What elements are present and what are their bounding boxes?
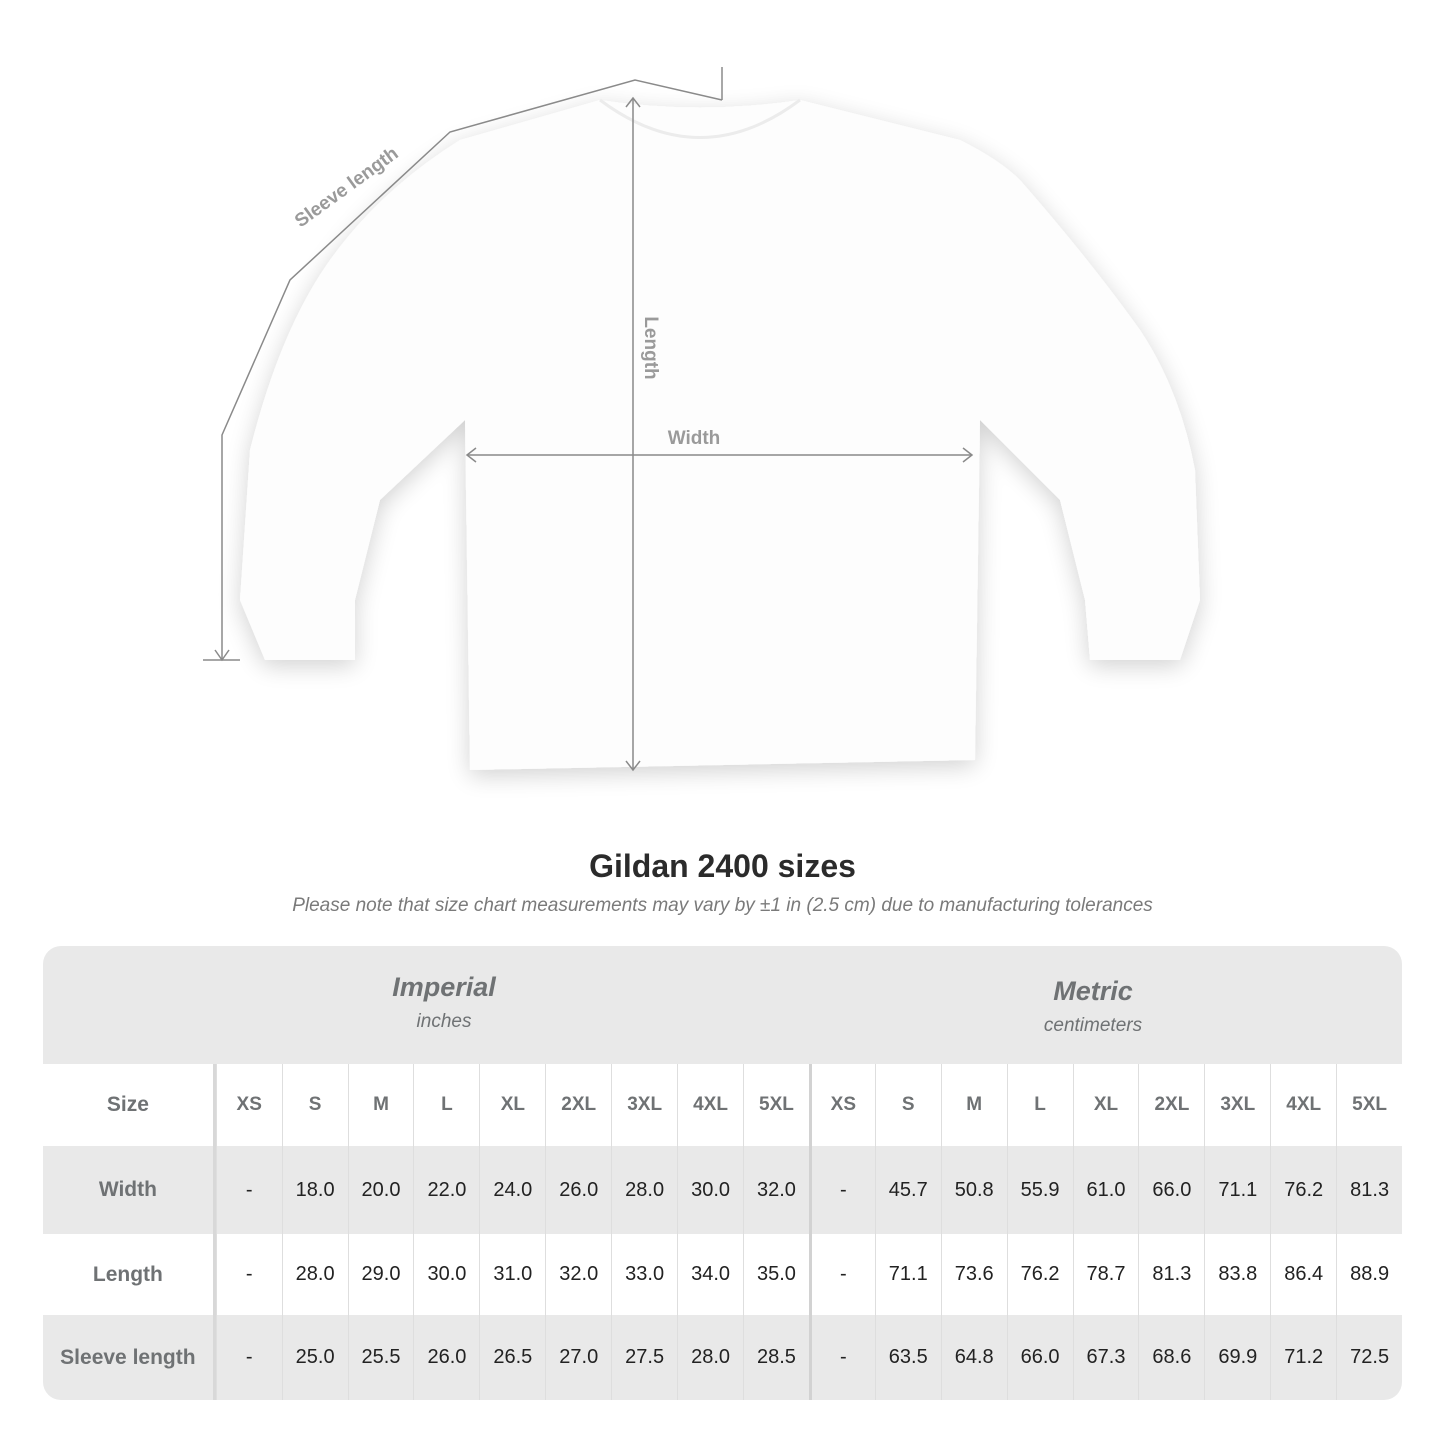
cell-metric: 68.6 [1138,1315,1204,1400]
cell-imperial: 28.0 [611,1146,677,1234]
size-header-metric: L [1006,1064,1073,1146]
cell-imperial: 25.5 [347,1315,414,1400]
size-header-imperial: 5XL [743,1064,809,1146]
imperial-unit: inches [416,1011,472,1032]
size-header-metric: 5XL [1336,1064,1402,1146]
row-label: Length [43,1234,216,1315]
size-header-metric: S [874,1064,941,1146]
cell-metric: 83.8 [1204,1234,1270,1315]
row-label: Sleeve length [43,1315,216,1400]
metric-header: Metric centimeters [893,976,1293,1037]
cell-metric: 55.9 [1006,1146,1073,1234]
cell-imperial: 26.0 [413,1315,479,1400]
size-header-metric: M [940,1064,1007,1146]
cell-metric: 76.2 [1006,1234,1073,1315]
table-row: Length -28.0 29.0 30.0 31.0 32.0 33.0 34.0 35.0-… [43,1234,1402,1315]
cell-metric: 50.8 [940,1146,1007,1234]
cell-imperial: 33.0 [611,1234,677,1315]
page-title: Gildan 2400 sizes [589,848,856,884]
cell-metric: 88.9 [1336,1234,1402,1315]
shirt-diagram: Sleeve length Length Width [203,67,1200,772]
metric-unit: centimeters [1043,1015,1143,1036]
cell-imperial: 28.5 [743,1315,809,1400]
size-header-imperial: M [347,1064,414,1146]
cell-imperial: - [215,1234,282,1315]
cell-metric: - [808,1234,875,1315]
shirt-shape [240,100,1200,770]
cell-metric: 73.6 [940,1234,1007,1315]
row-label: Width [43,1146,216,1234]
cell-metric: 76.2 [1270,1146,1336,1234]
size-header-imperial: S [281,1064,348,1146]
size-header-imperial: L [413,1064,479,1146]
cell-metric: 71.2 [1270,1315,1336,1400]
size-header-row: Size XS S M L XL 2XL 3XL 4XL 5XL XS S M L XL 2XL 3XL 4XL 5… [43,1064,1402,1146]
size-header-imperial: 4XL [677,1064,743,1146]
cell-imperial: 29.0 [347,1234,414,1315]
row-label: Size [43,1064,216,1146]
cell-metric: 61.0 [1072,1146,1139,1234]
width-label: Width [668,428,721,449]
size-table: Imperial inches Metric centimeters Size X… [43,946,1402,1400]
cell-imperial: 27.0 [545,1315,611,1400]
imperial-header: Imperial inches [244,972,644,1033]
cell-imperial: 30.0 [677,1146,743,1234]
cell-metric: 71.1 [1204,1146,1270,1234]
cell-imperial: 30.0 [413,1234,479,1315]
cell-metric: 81.3 [1138,1234,1204,1315]
cell-imperial: 28.0 [281,1234,348,1315]
cell-metric: 72.5 [1336,1315,1402,1400]
cell-metric: - [808,1315,875,1400]
table-row: Width -18.0 20.0 22.0 24.0 26.0 28.0 30.0 32.0-4… [43,1146,1402,1234]
metric-label: Metric [1053,976,1133,1006]
table-header: Imperial inches Metric centimeters [43,946,1402,1064]
size-header-imperial: XL [479,1064,545,1146]
cell-metric: 64.8 [940,1315,1007,1400]
cell-imperial: 22.0 [413,1146,479,1234]
cell-metric: 69.9 [1204,1315,1270,1400]
length-label: Length [640,316,661,379]
size-header-metric: 2XL [1138,1064,1204,1146]
size-header-metric: 4XL [1270,1064,1336,1146]
cell-imperial: 20.0 [347,1146,414,1234]
cell-imperial: 26.0 [545,1146,611,1234]
cell-imperial: 32.0 [545,1234,611,1315]
cell-imperial: 18.0 [281,1146,348,1234]
cell-metric: 66.0 [1006,1315,1073,1400]
cell-metric: - [808,1146,875,1234]
cell-imperial: 35.0 [743,1234,809,1315]
size-header-metric: XS [808,1064,875,1146]
table-row: Sleeve length -25.0 25.5 26.0 26.5 27.0 27.5 28… [43,1315,1402,1400]
size-header-metric: 3XL [1204,1064,1270,1146]
cell-imperial: 25.0 [281,1315,348,1400]
cell-imperial: 31.0 [479,1234,545,1315]
cell-imperial: 26.5 [479,1315,545,1400]
cell-imperial: 32.0 [743,1146,809,1234]
cell-metric: 67.3 [1072,1315,1139,1400]
imperial-label: Imperial [392,972,496,1002]
cell-metric: 45.7 [874,1146,941,1234]
cell-imperial: - [215,1315,282,1400]
size-header-imperial: 3XL [611,1064,677,1146]
size-header-imperial: XS [215,1064,282,1146]
cell-imperial: 24.0 [479,1146,545,1234]
size-header-metric: XL [1072,1064,1139,1146]
cell-metric: 66.0 [1138,1146,1204,1234]
cell-metric: 78.7 [1072,1234,1139,1315]
cell-imperial: 27.5 [611,1315,677,1400]
cell-metric: 71.1 [874,1234,941,1315]
cell-metric: 86.4 [1270,1234,1336,1315]
tolerance-note: Please note that size chart measurements… [292,895,1153,916]
cell-imperial: 34.0 [677,1234,743,1315]
cell-imperial: 28.0 [677,1315,743,1400]
cell-metric: 63.5 [874,1315,941,1400]
cell-imperial: - [215,1146,282,1234]
size-header-imperial: 2XL [545,1064,611,1146]
cell-metric: 81.3 [1336,1146,1402,1234]
